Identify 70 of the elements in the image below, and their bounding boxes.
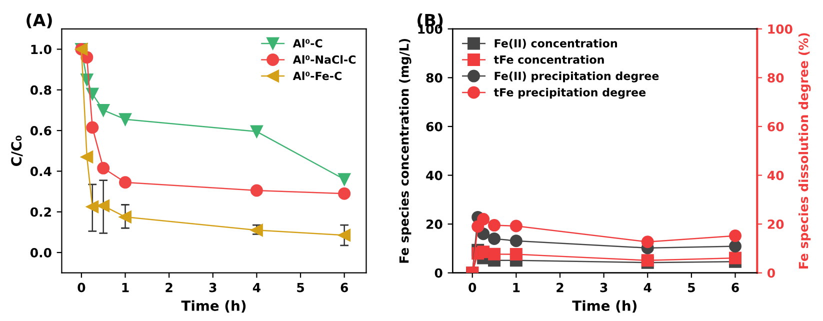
y2-tick-label: 80 (768, 73, 784, 83)
point (97, 104, 110, 116)
y-tick-label: 0.2 (30, 207, 51, 217)
point (488, 219, 501, 232)
x-tick-label: 1 (122, 282, 129, 292)
point (729, 240, 742, 253)
legend-label: tFe concentration (494, 55, 604, 64)
point (119, 113, 132, 126)
y2-tick-label: 20 (768, 220, 784, 229)
y2-tick-label: 100 (768, 24, 792, 34)
legend-label: Al⁰-C (292, 38, 322, 48)
point (119, 176, 132, 189)
point (477, 212, 490, 226)
point (338, 228, 351, 242)
y-tick-label: 40 (426, 170, 442, 180)
point (338, 173, 351, 186)
point (510, 234, 522, 248)
y-tick-label: 20 (426, 220, 442, 229)
x-axis-title: Time (h) (572, 300, 636, 313)
x-tick-label: 2 (166, 282, 172, 292)
y-tick-label: 0.8 (30, 85, 52, 95)
x-tick-label: 0 (78, 282, 86, 292)
legend-label: Fe(II) concentration (494, 38, 617, 49)
point (97, 200, 110, 212)
x-tick-label: 5 (297, 282, 304, 292)
y-tick-label: 80 (426, 73, 442, 83)
point (488, 248, 501, 260)
y2-tick-label: 0 (767, 268, 775, 278)
legend-label: Al⁰-Fe-C (292, 72, 342, 80)
y-axis-title: Fe species concentration (mg/L) (399, 38, 412, 263)
point (641, 236, 654, 248)
y-tick-label: 60 (426, 122, 442, 132)
x-tick-label: 3 (209, 282, 216, 292)
x-tick-label: 2 (556, 282, 564, 292)
y2-tick-label: 40 (767, 170, 784, 180)
point (477, 246, 490, 258)
x-tick-label: 4 (252, 282, 260, 292)
x-tick-label: 4 (644, 282, 652, 292)
point (338, 187, 351, 200)
chart-title: (A) (26, 13, 52, 28)
x-tick-label: 6 (732, 282, 739, 292)
point (510, 220, 522, 232)
legend-label: tFe precipitation degree (494, 88, 646, 99)
point (80, 150, 94, 164)
y-tick-label: 0.6 (30, 126, 52, 136)
legend-label: Al⁰-NaCl-C (292, 55, 356, 64)
y-tick-label: 1.0 (31, 44, 52, 54)
y-tick-label: 0.0 (30, 248, 52, 258)
point (86, 200, 99, 214)
point (510, 248, 522, 261)
x-axis-title: Time (h) (181, 300, 246, 313)
point (250, 184, 263, 197)
y-tick-label: 0 (434, 268, 442, 278)
x-tick-label: 0 (468, 282, 476, 292)
x-tick-label: 6 (340, 282, 348, 292)
y2-tick-label: 60 (768, 122, 784, 132)
point (729, 252, 742, 264)
point (97, 162, 110, 174)
legend-label: Fe(II) precipitation degree (494, 72, 659, 82)
y2-axis-title: Fe species dissolution degree (%) (798, 33, 811, 268)
y-axis-title: C/C₀ (11, 136, 23, 166)
point (86, 121, 99, 134)
x-tick-label: 1 (513, 282, 520, 292)
point (488, 232, 501, 245)
y-tick-label: 0.4 (30, 166, 52, 176)
point (250, 125, 263, 138)
x-tick-label: 5 (688, 282, 695, 292)
point (729, 230, 742, 242)
point (119, 210, 132, 224)
x-tick-label: 3 (600, 282, 608, 292)
